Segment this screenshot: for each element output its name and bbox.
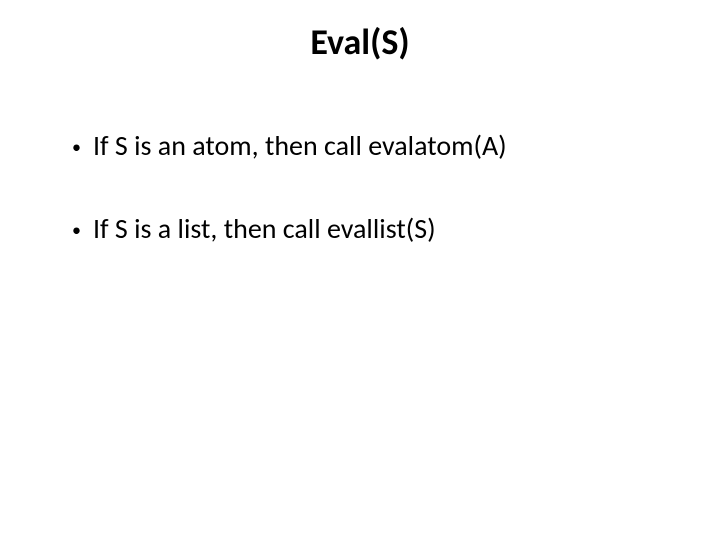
slide: Eval(S) • If S is an atom, then call eva… <box>0 0 720 540</box>
bullet-icon: • <box>72 221 81 239</box>
slide-title: Eval(S) <box>0 20 720 64</box>
bullet-text: If S is an atom, then call evalatom(A) <box>93 128 648 163</box>
slide-body: • If S is an atom, then call evalatom(A)… <box>72 128 648 246</box>
bullet-text: If S is a list, then call evallist(S) <box>93 211 648 246</box>
list-item: • If S is an atom, then call evalatom(A) <box>72 128 648 163</box>
bullet-icon: • <box>72 138 81 156</box>
list-item: • If S is a list, then call evallist(S) <box>72 211 648 246</box>
